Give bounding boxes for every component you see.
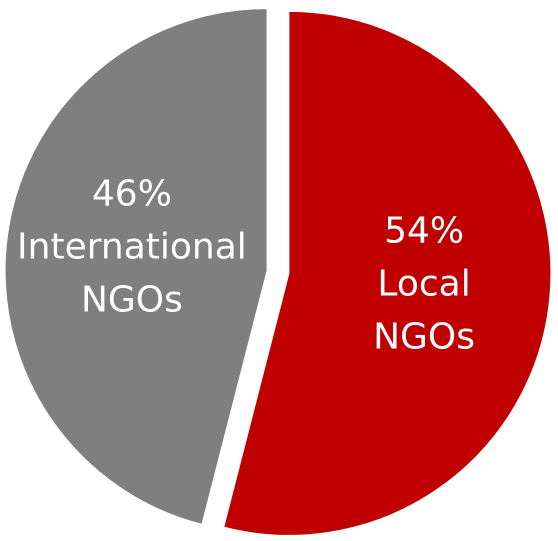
pie-slice bbox=[4, 8, 268, 525]
slice-category-label: Local NGOs bbox=[373, 263, 475, 357]
slice-value-label: 54% bbox=[384, 210, 464, 251]
slice-value-label: 46% bbox=[92, 174, 172, 215]
pie-slice bbox=[223, 10, 552, 536]
slice-category-label: International NGOs bbox=[17, 227, 247, 321]
